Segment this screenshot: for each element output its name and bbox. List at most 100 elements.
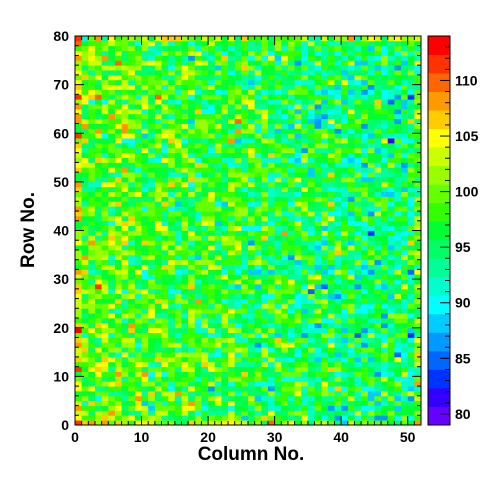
heatmap-cell — [267, 371, 276, 377]
heatmap-cell — [327, 142, 335, 149]
heatmap-cell — [361, 147, 369, 154]
heatmap-cell — [108, 390, 116, 397]
heatmap-cell — [181, 94, 189, 100]
heatmap-cell — [387, 356, 395, 363]
heatmap-cell — [221, 366, 229, 372]
heatmap-cell — [134, 352, 142, 358]
heatmap-cell — [374, 395, 382, 402]
heatmap-cell — [174, 118, 182, 124]
heatmap-cell — [367, 371, 375, 377]
heatmap-cell — [294, 415, 302, 421]
heatmap-cell — [401, 147, 409, 154]
heatmap-cell — [194, 230, 202, 236]
heatmap-cell — [281, 327, 289, 334]
heatmap-cell — [287, 332, 295, 338]
heatmap-cell — [361, 162, 369, 168]
heatmap-cell — [101, 274, 109, 280]
heatmap-cell — [121, 400, 129, 406]
heatmap-cell — [234, 89, 242, 95]
heatmap-cell — [254, 50, 262, 56]
heatmap-cell — [75, 410, 83, 416]
heatmap-cell — [248, 352, 256, 358]
heatmap-cell — [168, 206, 176, 212]
heatmap-cell — [321, 249, 329, 256]
heatmap-cell — [414, 186, 422, 192]
heatmap-cell — [281, 55, 289, 61]
heatmap-cell — [101, 55, 109, 61]
heatmap-cell — [81, 400, 89, 406]
heatmap-cell — [367, 322, 375, 329]
heatmap-cell — [394, 352, 402, 358]
color-scale-segment — [428, 387, 450, 407]
heatmap-cell — [361, 118, 369, 124]
heatmap-cell — [414, 322, 422, 329]
heatmap-cell — [228, 172, 236, 178]
heatmap-cell — [234, 245, 242, 251]
heatmap-cell — [168, 390, 176, 397]
heatmap-cell — [75, 352, 83, 358]
heatmap-cell — [287, 211, 295, 217]
heatmap-cell — [374, 70, 382, 76]
heatmap-cell — [401, 298, 409, 304]
heatmap-cell — [134, 327, 142, 334]
heatmap-cell — [281, 381, 289, 387]
heatmap-cell — [148, 94, 156, 100]
heatmap-cell — [141, 167, 149, 173]
heatmap-cell — [221, 420, 229, 426]
heatmap-cell — [128, 230, 136, 236]
heatmap-cell — [141, 352, 149, 358]
heatmap-cell — [294, 264, 302, 270]
heatmap-cell — [134, 410, 142, 416]
heatmap-cell — [81, 332, 89, 338]
heatmap-cell — [387, 279, 395, 285]
heatmap-cell — [128, 410, 136, 416]
heatmap-cell — [281, 89, 289, 95]
heatmap-cell — [414, 254, 422, 261]
heatmap-cell — [414, 371, 422, 377]
heatmap-cell — [168, 342, 176, 348]
heatmap-cell — [201, 395, 209, 402]
heatmap-cell — [88, 279, 96, 285]
heatmap-cell — [214, 371, 222, 377]
heatmap-cell — [387, 79, 395, 86]
heatmap-cell — [281, 395, 289, 402]
heatmap-cell — [108, 172, 116, 178]
heatmap-cell — [274, 356, 282, 363]
heatmap-cell — [327, 269, 335, 275]
heatmap-cell — [121, 283, 129, 290]
heatmap-cell — [108, 288, 116, 295]
heatmap-cell — [367, 65, 375, 71]
heatmap-cell — [121, 342, 129, 348]
heatmap-cell — [341, 60, 349, 66]
heatmap-cell — [161, 89, 169, 95]
heatmap-cell — [88, 283, 96, 290]
heatmap-cell — [381, 220, 389, 227]
heatmap-cell — [401, 308, 409, 314]
heatmap-cell — [354, 415, 362, 421]
heatmap-cell — [148, 347, 156, 353]
heatmap-cell — [148, 196, 156, 202]
heatmap-cell — [148, 352, 156, 358]
heatmap-cell — [234, 50, 242, 56]
heatmap-cell — [367, 133, 375, 139]
heatmap-cell — [341, 386, 349, 392]
heatmap-cell — [334, 104, 342, 110]
heatmap-cell — [188, 259, 196, 265]
heatmap-cell — [181, 157, 189, 163]
heatmap-cell — [161, 318, 169, 324]
heatmap-cell — [168, 191, 176, 197]
heatmap-cell — [108, 352, 116, 358]
heatmap-cell — [347, 269, 355, 275]
heatmap-cell — [287, 40, 295, 47]
heatmap-cell — [148, 332, 156, 338]
heatmap-cell — [94, 405, 103, 411]
heatmap-cell — [181, 211, 189, 217]
heatmap-cell — [274, 342, 282, 348]
heatmap-cell — [154, 410, 162, 416]
heatmap-cell — [228, 347, 236, 353]
heatmap-cell — [194, 352, 202, 358]
heatmap-cell — [394, 332, 402, 338]
heatmap-cell — [361, 279, 369, 285]
heatmap-cell — [168, 55, 176, 61]
heatmap-cell — [208, 366, 216, 372]
